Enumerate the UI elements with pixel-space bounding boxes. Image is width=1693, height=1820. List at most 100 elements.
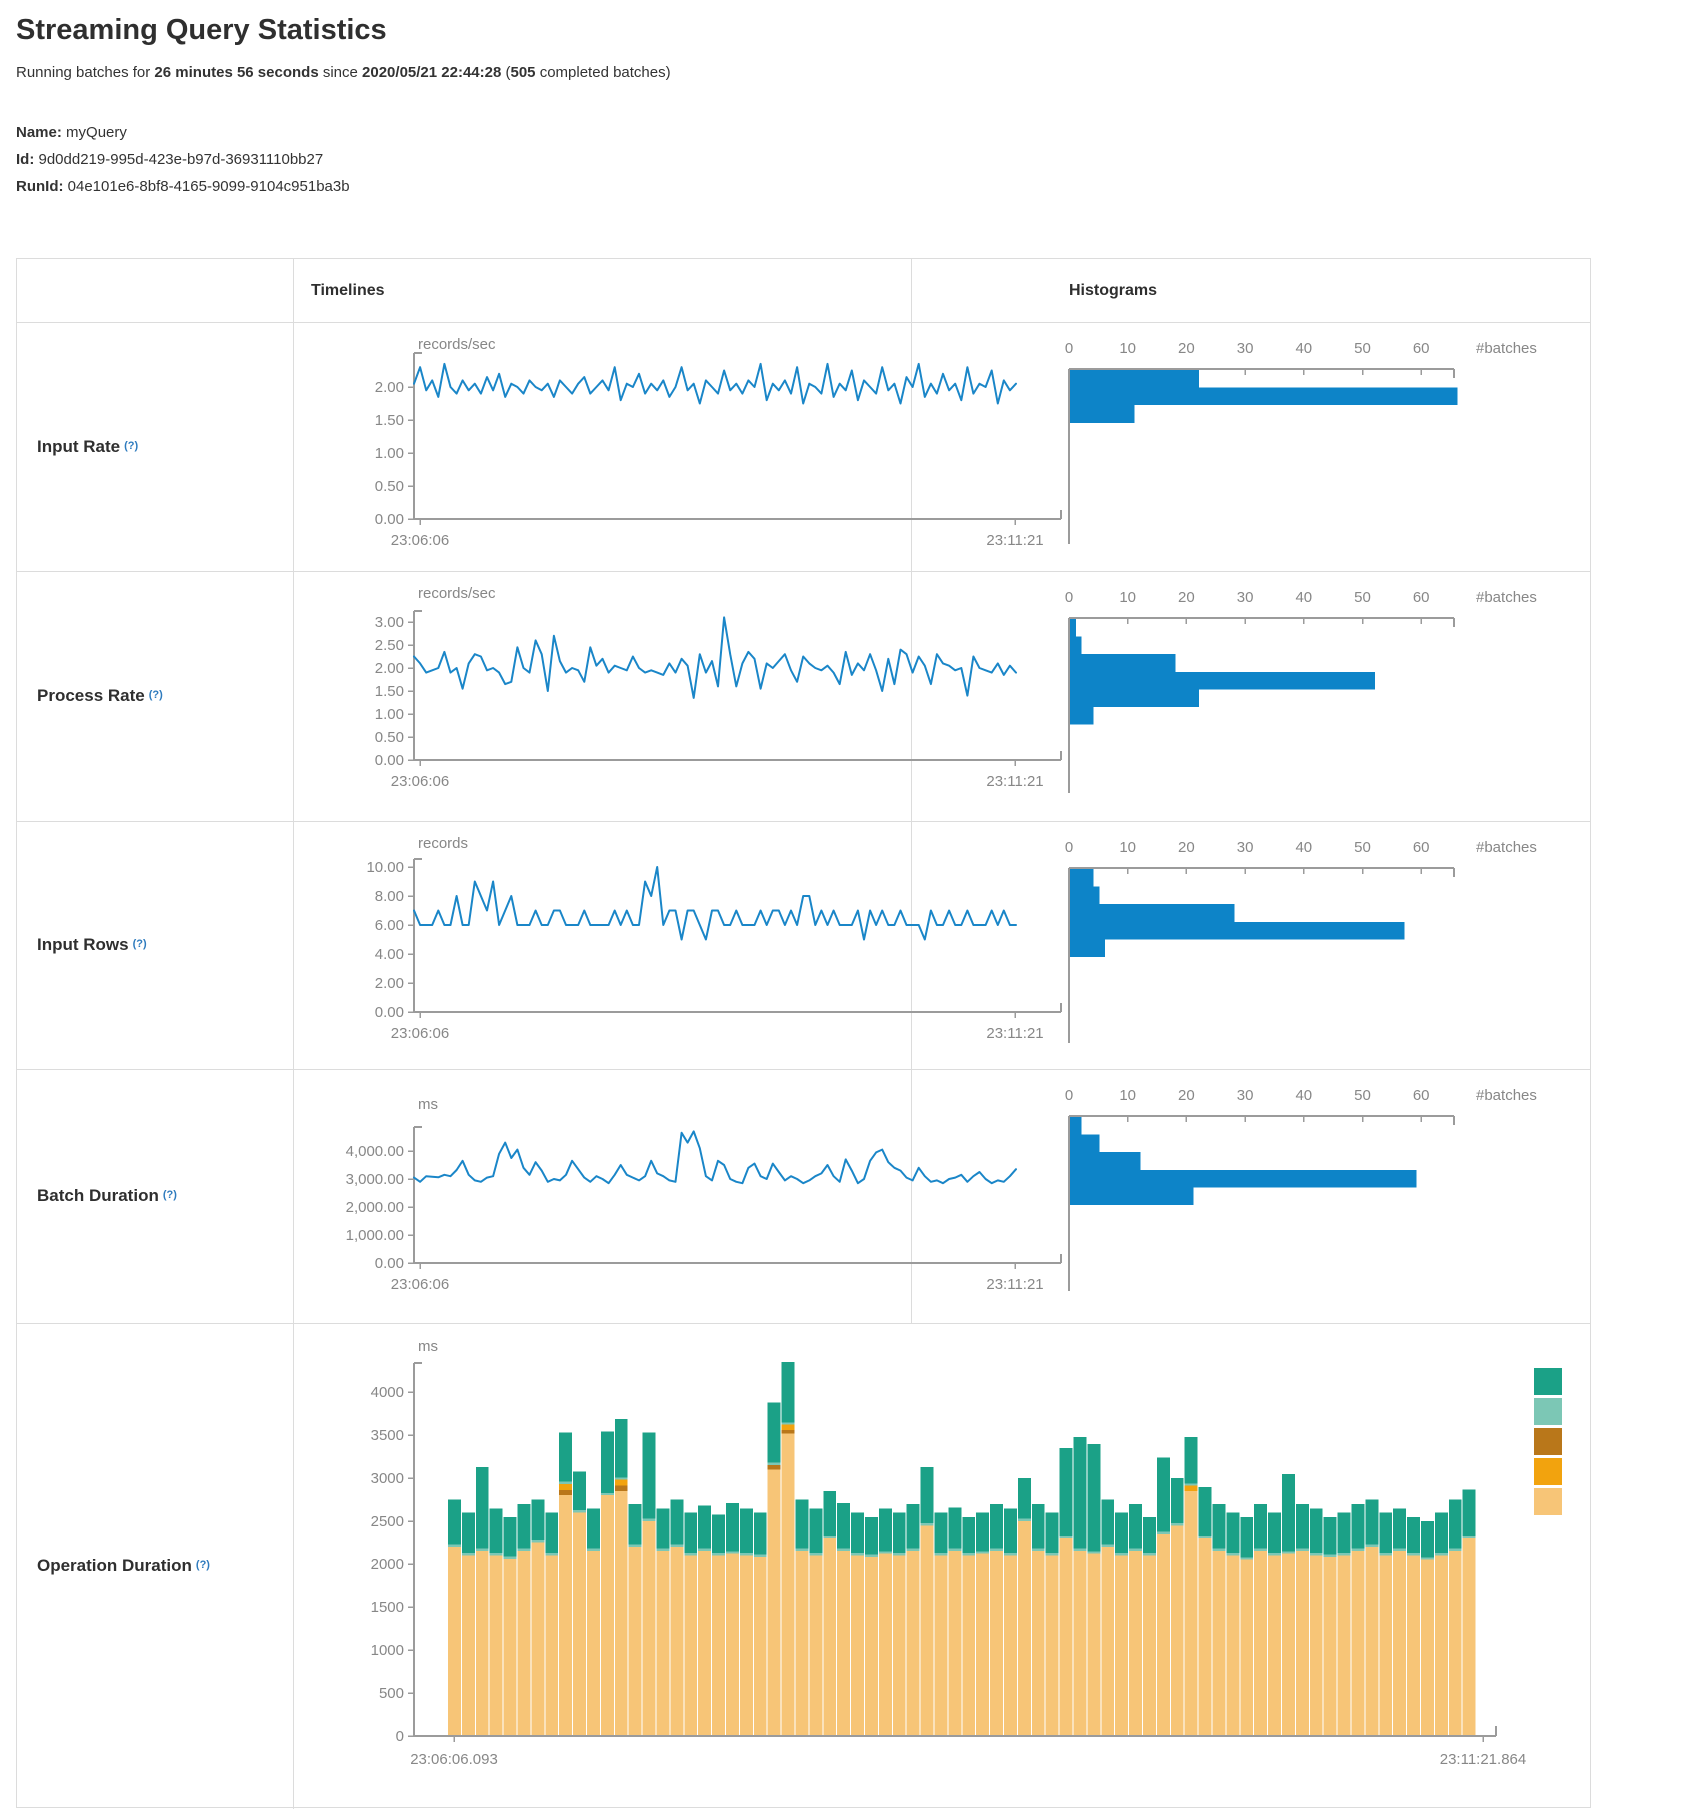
svg-text:20: 20	[1178, 1087, 1195, 1104]
table-divider	[911, 259, 912, 1323]
svg-text:30: 30	[1237, 589, 1254, 606]
legend-swatch	[1534, 1488, 1562, 1515]
query-runid-value: 04e101e6-8bf8-4165-9099-9104c951ba3b	[67, 178, 350, 195]
svg-text:2.00: 2.00	[375, 660, 404, 677]
svg-text:23:06:06: 23:06:06	[391, 1276, 449, 1293]
svg-text:0: 0	[1065, 839, 1073, 856]
svg-text:60: 60	[1413, 589, 1430, 606]
svg-text:40: 40	[1295, 1087, 1312, 1104]
svg-text:0: 0	[1065, 1087, 1073, 1104]
status-prefix: Running batches for	[16, 64, 155, 81]
svg-text:2500: 2500	[371, 1513, 404, 1530]
help-icon[interactable]: (?)	[148, 689, 163, 701]
svg-text:#batches: #batches	[1476, 1087, 1537, 1104]
input-rate-histogram-chart: 0 10 20 30 40 50 60 #batches	[1065, 340, 1537, 544]
svg-text:23:06:06: 23:06:06	[391, 773, 449, 790]
svg-text:2.00: 2.00	[375, 379, 404, 396]
svg-text:30: 30	[1237, 1087, 1254, 1104]
status-start-time: 2020/05/21 22:44:28	[362, 64, 502, 81]
statistics-table: Timelines Histograms Input Rate (?) Proce…	[16, 258, 1591, 1809]
status-batch-count: 505	[510, 64, 536, 81]
svg-text:50: 50	[1354, 589, 1371, 606]
svg-text:20: 20	[1178, 589, 1195, 606]
row-label-process-rate: Process Rate (?)	[37, 686, 163, 705]
svg-text:0.50: 0.50	[375, 478, 404, 495]
svg-text:4.00: 4.00	[375, 946, 404, 963]
svg-text:1.50: 1.50	[375, 683, 404, 700]
page-title: Streaming Query Statistics	[16, 14, 387, 46]
svg-text:ms: ms	[418, 1338, 438, 1355]
input-rate-timeline-chart: records/sec 2.00 1.50 1.00 0.50 0.00 23:06:06 2…	[375, 336, 1062, 549]
help-icon[interactable]: (?)	[132, 938, 147, 950]
svg-text:23:11:21: 23:11:21	[986, 532, 1043, 549]
svg-text:3,000.00: 3,000.00	[346, 1171, 404, 1188]
help-icon[interactable]: (?)	[124, 439, 139, 452]
svg-text:0: 0	[1065, 589, 1073, 606]
svg-text:3500: 3500	[371, 1427, 404, 1444]
status-line: Running batches for 26 minutes 56 second…	[16, 64, 671, 81]
batch-duration-histogram-chart: 0 10 20 30 40 50 60 #batches	[1065, 1087, 1537, 1291]
svg-text:2.50: 2.50	[375, 637, 404, 654]
svg-text:23:11:21.864: 23:11:21.864	[1440, 1751, 1526, 1768]
status-duration: 26 minutes 56 seconds	[154, 64, 319, 81]
svg-text:#batches: #batches	[1476, 340, 1537, 357]
process-rate-timeline-chart: records/sec 3.00 2.50 2.00 1.50 1.00 0.50 0.00 2…	[375, 585, 1062, 790]
svg-text:40: 40	[1295, 589, 1312, 606]
query-id-line: Id: 9d0dd219-995d-423e-b97d-36931110bb27	[16, 146, 350, 173]
svg-text:23:06:06: 23:06:06	[391, 532, 449, 549]
svg-text:records/sec: records/sec	[418, 336, 496, 353]
svg-text:6.00: 6.00	[375, 917, 404, 934]
status-suffix: completed batches)	[535, 64, 671, 81]
svg-text:records/sec: records/sec	[418, 585, 496, 602]
process-rate-histogram-chart: 0 10 20 30 40 50 60 #batches	[1065, 589, 1537, 793]
svg-text:40: 40	[1295, 340, 1312, 357]
svg-text:30: 30	[1237, 340, 1254, 357]
svg-text:#batches: #batches	[1476, 589, 1537, 606]
svg-text:3000: 3000	[371, 1470, 404, 1487]
operation-duration-stacked-chart: ms 4000 3500 3000 2500 2000 1500 1000 500 0 23:06:…	[371, 1338, 1562, 1768]
query-name-label: Name:	[16, 124, 62, 141]
legend-swatch	[1534, 1458, 1562, 1485]
svg-text:1.00: 1.00	[375, 445, 404, 462]
legend-swatch	[1534, 1368, 1562, 1395]
svg-text:500: 500	[379, 1685, 404, 1702]
svg-text:0.50: 0.50	[375, 729, 404, 746]
help-icon[interactable]: (?)	[195, 1559, 210, 1571]
query-id-label: Id:	[16, 151, 35, 168]
svg-text:ms: ms	[418, 1096, 438, 1113]
svg-text:23:06:06: 23:06:06	[391, 1025, 449, 1042]
row-label-batch-duration: Batch Duration (?)	[37, 1186, 177, 1205]
table-divider	[293, 259, 294, 1809]
svg-text:0.00: 0.00	[375, 1255, 404, 1272]
table-divider	[17, 322, 1590, 323]
svg-text:60: 60	[1413, 1087, 1430, 1104]
svg-text:0.00: 0.00	[375, 1004, 404, 1021]
table-divider	[17, 1069, 1590, 1070]
table-divider	[17, 1323, 1590, 1324]
svg-text:60: 60	[1413, 340, 1430, 357]
svg-text:20: 20	[1178, 839, 1195, 856]
query-runid-line: RunId: 04e101e6-8bf8-4165-9099-9104c951b…	[16, 173, 350, 200]
query-runid-label: RunId:	[16, 178, 64, 195]
svg-text:1,000.00: 1,000.00	[346, 1227, 404, 1244]
svg-text:23:11:21: 23:11:21	[986, 773, 1043, 790]
query-meta: Name: myQuery Id: 9d0dd219-995d-423e-b97…	[16, 119, 350, 200]
legend-swatch	[1534, 1398, 1562, 1425]
svg-text:10: 10	[1119, 340, 1136, 357]
svg-text:20: 20	[1178, 340, 1195, 357]
svg-text:8.00: 8.00	[375, 888, 404, 905]
svg-text:23:11:21: 23:11:21	[986, 1025, 1043, 1042]
svg-text:23:11:21: 23:11:21	[986, 1276, 1043, 1293]
svg-text:2000: 2000	[371, 1556, 404, 1573]
batch-duration-timeline-chart: ms 4,000.00 3,000.00 2,000.00 1,000.00 0.00 23…	[346, 1096, 1062, 1293]
svg-text:30: 30	[1237, 839, 1254, 856]
svg-text:0.00: 0.00	[375, 511, 404, 528]
input-rows-histogram-chart: 0 10 20 30 40 50 60 #batches	[1065, 839, 1537, 1043]
help-icon[interactable]: (?)	[162, 1189, 177, 1201]
query-id-value: 9d0dd219-995d-423e-b97d-36931110bb27	[38, 151, 324, 168]
query-name-value: myQuery	[66, 124, 127, 141]
legend-swatch	[1534, 1428, 1562, 1455]
svg-text:50: 50	[1354, 1087, 1371, 1104]
row-label-operation-duration: Operation Duration (?)	[37, 1556, 210, 1575]
